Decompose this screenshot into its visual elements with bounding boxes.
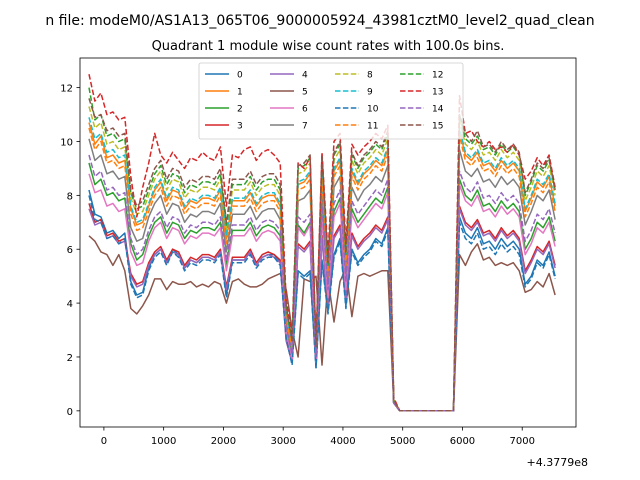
- y-tick-label-2: 4: [67, 299, 73, 310]
- x-offset-label: +4.3779e8: [527, 456, 588, 469]
- series-lines: [88, 74, 556, 412]
- legend-label-5: 5: [302, 88, 308, 98]
- y-tick-label-6: 12: [60, 84, 73, 95]
- x-tick-label-0: 0: [101, 436, 107, 447]
- legend-label-6: 6: [302, 105, 308, 115]
- series-line-4: [88, 208, 556, 412]
- series-line-13: [88, 74, 556, 412]
- y-tick-label-0: 0: [67, 407, 73, 418]
- series-line-5: [88, 235, 556, 412]
- legend-label-0: 0: [237, 71, 243, 81]
- legend-label-3: 3: [237, 122, 243, 132]
- x-tick-label-1: 1000: [151, 436, 176, 447]
- figure-suptitle: n file: modeM0/AS1A13_065T06_9000005924_…: [45, 13, 594, 29]
- legend-label-13: 13: [432, 88, 443, 98]
- y-tick-label-3: 6: [67, 245, 73, 256]
- legend-label-11: 11: [367, 122, 378, 132]
- legend-label-1: 1: [237, 88, 243, 98]
- legend-box: [198, 62, 464, 140]
- x-axis: 0 1000 2000 3000 4000 5000 6000 7000: [101, 427, 535, 447]
- plot-area: [79, 57, 577, 428]
- x-tick-label-7: 7000: [509, 436, 534, 447]
- x-tick-label-3: 3000: [270, 436, 295, 447]
- legend-label-4: 4: [302, 71, 308, 81]
- y-tick-label-5: 10: [60, 137, 73, 148]
- legend-label-2: 2: [237, 105, 243, 115]
- x-tick-label-6: 6000: [450, 436, 475, 447]
- x-tick-label-2: 2000: [211, 436, 236, 447]
- legend-label-8: 8: [367, 71, 373, 81]
- series-line-14: [88, 154, 556, 412]
- x-tick-label-5: 5000: [390, 436, 415, 447]
- legend-label-15: 15: [432, 122, 443, 132]
- legend-label-14: 14: [432, 105, 444, 115]
- legend-label-7: 7: [302, 122, 308, 132]
- x-tick-label-4: 4000: [330, 436, 355, 447]
- plot-frame: [79, 57, 577, 428]
- y-axis: 0 2 4 6 8 10 12: [60, 84, 80, 418]
- series-line-6: [88, 173, 556, 412]
- legend-label-10: 10: [367, 105, 379, 115]
- chart-title: Quadrant 1 module wise count rates with …: [152, 39, 505, 54]
- y-tick-label-4: 8: [67, 191, 73, 202]
- legend-label-9: 9: [367, 88, 373, 98]
- legend-label-12: 12: [432, 71, 443, 81]
- y-tick-label-1: 2: [67, 353, 73, 364]
